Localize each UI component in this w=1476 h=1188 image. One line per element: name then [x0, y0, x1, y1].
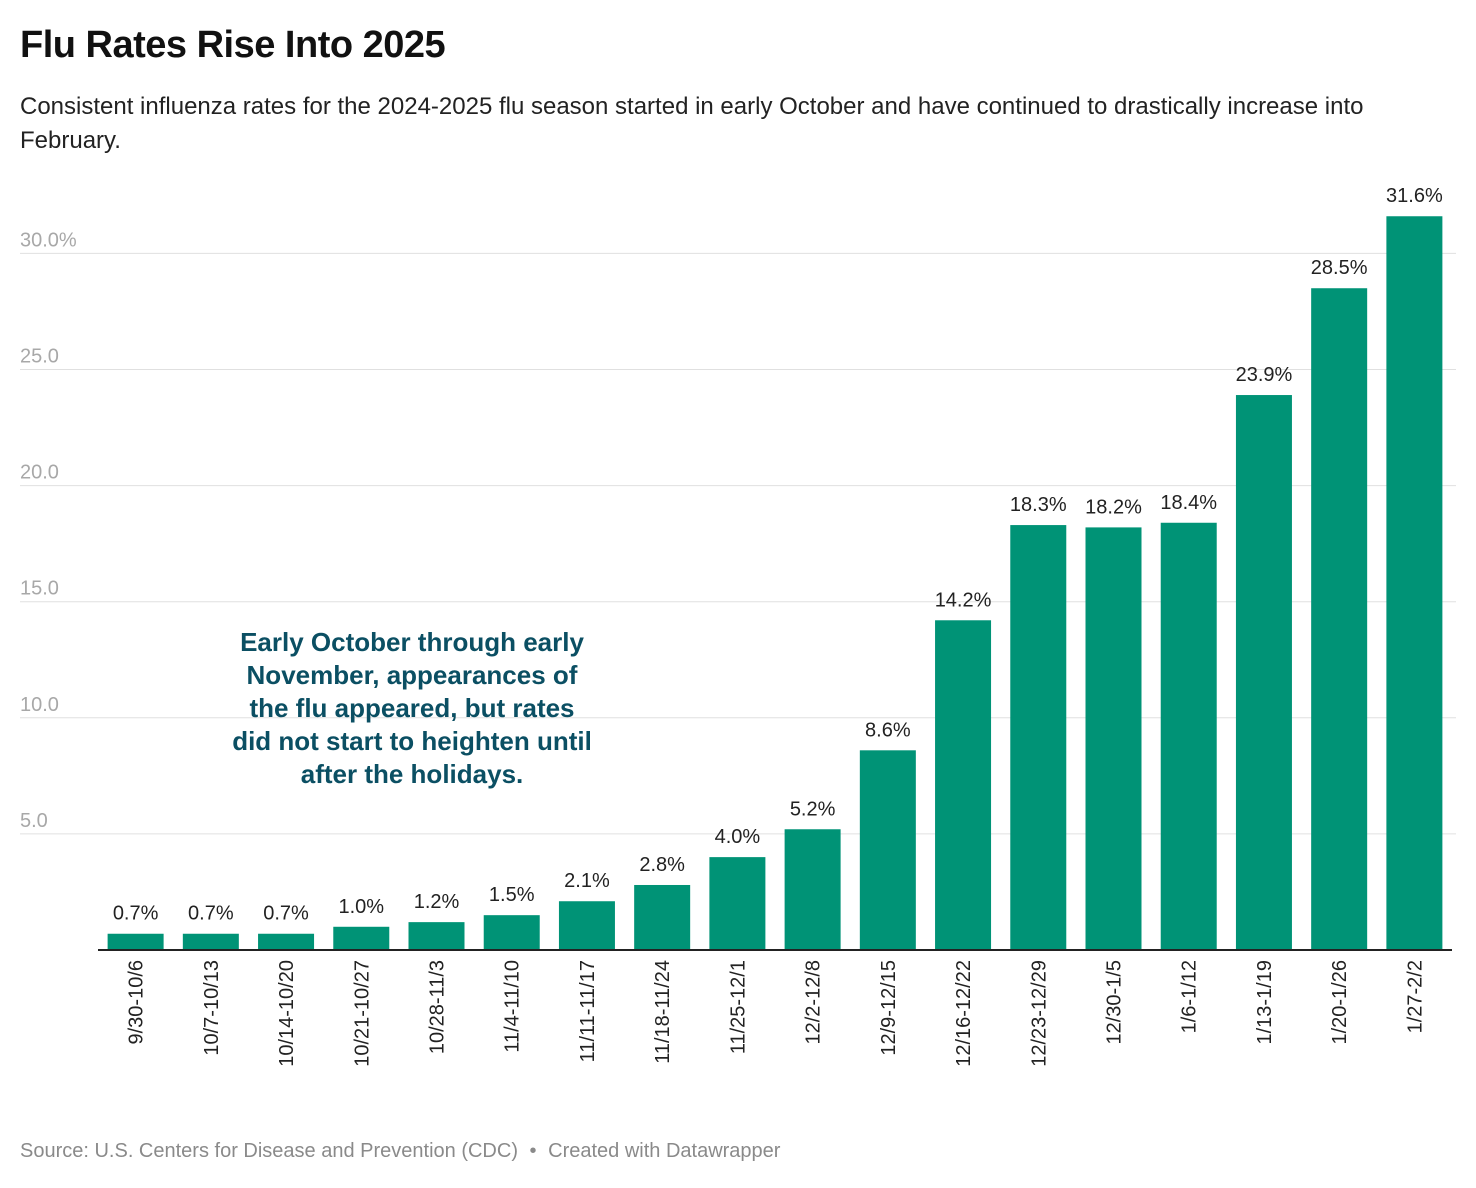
x-tick-label: 10/28-11/3 [427, 960, 449, 1054]
y-tick-label: 15.0 [20, 578, 59, 600]
x-tick-label: 12/16-12/22 [953, 960, 975, 1067]
bar-value-label: 4.0% [715, 826, 761, 848]
value-labels: 0.7% 0.7% 0.7% 1.0% 1.2% 1.5% 2.1% 2.8% 4.0% 5.2%… [113, 185, 1443, 924]
bar-value-label: 0.7% [113, 903, 159, 925]
bar [859, 750, 916, 950]
bars [107, 216, 1443, 951]
bar-value-label: 0.7% [263, 903, 309, 925]
bar-value-label: 1.2% [414, 891, 460, 913]
x-tick-label: 12/23-12/29 [1028, 960, 1050, 1067]
x-tick-label: 11/18-11/24 [652, 960, 674, 1064]
x-tick-label: 12/2-12/8 [803, 960, 825, 1045]
credit-link[interactable]: Created with Datawrapper [548, 1140, 781, 1162]
bar-value-label: 18.3% [1010, 494, 1067, 516]
chart-annotation: Early October through early November, ap… [232, 627, 592, 789]
chart-subtitle: Consistent influenza rates for the 2024-… [20, 93, 1364, 154]
bar-value-label: 8.6% [865, 719, 911, 741]
x-tick-labels: 9/30-10/6 10/7-10/13 10/14-10/20 10/21-10/2… [126, 960, 1427, 1067]
bar [107, 933, 164, 950]
bar [333, 926, 390, 950]
x-tick-label: 10/21-10/27 [351, 960, 373, 1067]
chart-title: Flu Rates Rise Into 2025 [20, 24, 446, 66]
bar [258, 933, 315, 950]
bar [784, 829, 841, 950]
bar-value-label: 18.2% [1085, 496, 1142, 518]
bar-value-label: 2.1% [564, 870, 610, 892]
bar-value-label: 1.5% [489, 884, 535, 906]
bar [1160, 522, 1217, 950]
y-tick-label: 30.0% [20, 229, 77, 251]
bar [1010, 525, 1067, 950]
x-tick-label: 11/11-11/17 [577, 960, 599, 1062]
bar-value-label: 1.0% [338, 896, 384, 918]
x-tick-label: 1/20-1/26 [1329, 960, 1351, 1045]
y-tick-label: 20.0 [20, 462, 59, 484]
y-tick-label: 5.0 [20, 810, 48, 832]
x-tick-label: 12/9-12/15 [878, 960, 900, 1056]
source-note: Source: U.S. Centers for Disease and Pre… [20, 1140, 518, 1162]
bar-value-label: 14.2% [935, 589, 992, 611]
x-tick-label: 11/25-12/1 [727, 960, 749, 1054]
bar-value-label: 18.4% [1160, 492, 1217, 514]
bar [634, 884, 691, 950]
bar-value-label: 0.7% [188, 903, 234, 925]
x-tick-label: 1/13-1/19 [1254, 960, 1276, 1045]
x-tick-label: 10/7-10/13 [201, 960, 223, 1056]
bar [1311, 288, 1368, 951]
x-tick-label: 10/14-10/20 [276, 960, 298, 1067]
x-tick-label: 11/4-11/10 [502, 960, 524, 1053]
bar [709, 857, 766, 950]
bar-value-label: 2.8% [639, 854, 685, 876]
y-tick-label: 25.0 [20, 346, 59, 368]
bar [558, 901, 615, 950]
bar-value-label: 23.9% [1236, 364, 1293, 386]
bar-value-label: 28.5% [1311, 257, 1368, 279]
footer-separator: • [529, 1140, 537, 1162]
x-tick-label: 1/27-2/2 [1404, 960, 1426, 1033]
bar [1386, 216, 1443, 951]
y-tick-labels: 5.0 10.0 15.0 20.0 25.0 30.0% [20, 229, 77, 832]
bar-value-label: 31.6% [1386, 185, 1443, 207]
bar [1235, 395, 1292, 950]
x-tick-label: 9/30-10/6 [126, 960, 148, 1045]
y-tick-label: 10.0 [20, 694, 59, 716]
chart-footer: Source: U.S. Centers for Disease and Pre… [20, 1140, 780, 1163]
bar [483, 915, 540, 950]
bar [935, 620, 992, 950]
bar [182, 933, 239, 950]
x-tick-label: 1/6-1/12 [1179, 960, 1201, 1033]
bar-value-label: 5.2% [790, 798, 836, 820]
bar [408, 922, 465, 950]
x-tick-label: 12/30-1/5 [1104, 960, 1126, 1045]
bar [1085, 527, 1142, 950]
